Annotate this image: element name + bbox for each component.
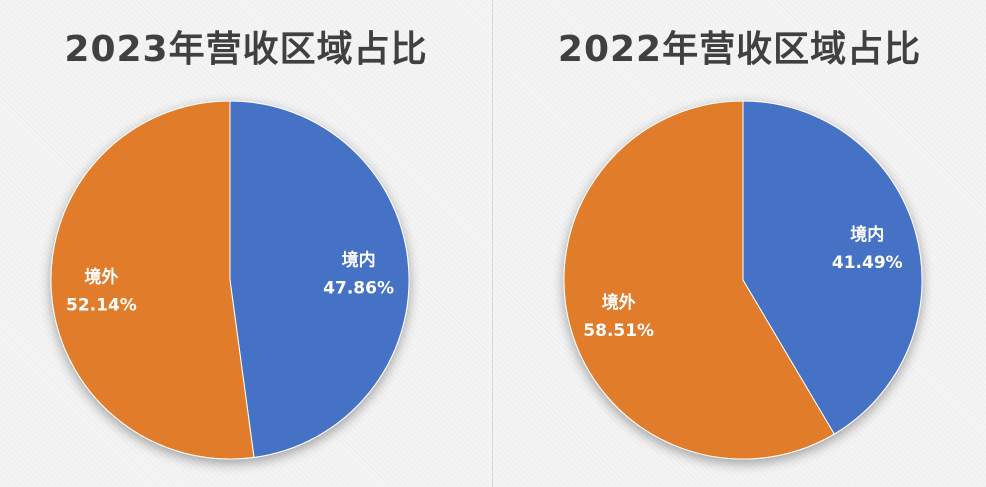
slice-category-label-2023-0: 境内 [342,249,376,270]
slice-value-label-2022-0: 41.49% [832,253,903,273]
pie-chart-2022: 境内 41.49% 境外 58.51% [563,100,923,460]
pie-slice-2022-0 [742,100,923,435]
pie-slice-2023-1 [50,100,255,460]
slice-value-label-2023-1: 52.14% [66,296,137,316]
slice-category-label-2022-1: 境外 [602,292,636,313]
pie-chart-2023: 境内 47.86% 境外 52.14% [50,100,410,460]
chart-panel-2022: 2022年营收区域占比 境内 41.49% 境外 58.51% [493,0,986,487]
slice-value-label-2022-1: 58.51% [583,321,654,341]
pie-slice-2022-1 [563,100,835,460]
slice-category-label-2023-1: 境外 [84,267,118,288]
chart-title-2023: 2023年营收区域占比 [64,29,428,70]
slice-category-label-2022-0: 境内 [850,224,884,245]
slice-value-label-2023-0: 47.86% [323,278,394,298]
chart-title-2022: 2022年营收区域占比 [557,29,922,70]
chart-panel-2023: 2023年营收区域占比 境内 47.86% 境外 52.14% [0,0,493,487]
pie-slice-2023-0 [229,100,410,458]
